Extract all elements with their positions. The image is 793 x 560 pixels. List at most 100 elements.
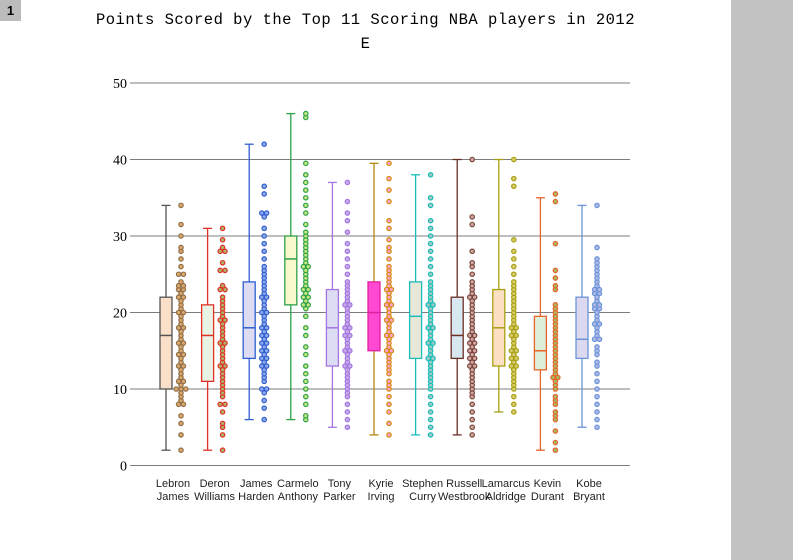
data-point: [344, 416, 351, 423]
data-point: [386, 420, 392, 427]
data-point: [471, 347, 478, 354]
data-point: [219, 344, 226, 350]
data-point: [388, 302, 395, 308]
points-swarm: [591, 202, 603, 431]
data-point: [261, 344, 268, 350]
data-point: [386, 393, 392, 400]
data-point: [261, 397, 268, 404]
data-point: [302, 202, 309, 209]
iqr-box: [450, 296, 464, 360]
points-swarm: [550, 191, 561, 454]
data-point: [513, 363, 520, 369]
y-tick-label: 20: [113, 307, 127, 322]
data-point: [386, 305, 392, 312]
data-point: [344, 271, 351, 278]
data-point: [388, 332, 395, 339]
data-point: [552, 282, 559, 289]
data-point: [427, 328, 434, 335]
data-point: [554, 374, 561, 381]
data-point: [261, 390, 268, 396]
data-point: [469, 279, 476, 285]
data-point: [594, 359, 600, 366]
data-point: [302, 363, 309, 369]
data-point: [596, 302, 603, 308]
data-point: [344, 351, 351, 358]
data-point: [430, 340, 436, 346]
data-point: [261, 313, 268, 320]
data-point: [596, 321, 603, 327]
data-point: [594, 424, 600, 431]
data-point: [180, 324, 187, 331]
data-point: [552, 393, 559, 400]
page-number-badge[interactable]: 1: [0, 0, 21, 21]
data-point: [469, 401, 476, 408]
data-point: [222, 401, 228, 408]
data-point: [469, 248, 476, 255]
data-point: [510, 359, 517, 366]
data-point: [469, 351, 476, 358]
data-point: [386, 237, 392, 243]
data-point: [261, 405, 268, 411]
data-point: [552, 240, 559, 247]
data-point: [427, 172, 434, 178]
data-point: [261, 233, 268, 239]
data-point: [219, 225, 226, 232]
points-swarm: [217, 225, 228, 454]
data-point: [344, 336, 351, 343]
data-point: [219, 244, 226, 251]
grid-and-axis: 0 10 20 30 40 50: [113, 77, 630, 475]
data-point: [510, 256, 517, 262]
data-point: [178, 367, 184, 373]
data-point: [217, 267, 224, 274]
data-point: [219, 409, 226, 415]
y-tick-label: 40: [113, 154, 127, 169]
data-point: [386, 336, 392, 343]
x-tick-label-line1: Kobe: [576, 478, 602, 490]
x-tick-label-line2: Anthony: [278, 491, 319, 503]
points-swarm: [173, 202, 189, 454]
data-point: [217, 401, 224, 408]
data-point: [594, 256, 600, 262]
data-point: [219, 420, 226, 427]
points-swarm: [258, 141, 270, 423]
data-point: [261, 263, 268, 270]
data-point: [305, 263, 312, 270]
data-point: [594, 294, 600, 301]
x-tick-label-line1: Lamarcus: [482, 478, 531, 490]
data-point: [261, 191, 268, 197]
iqr-box: [284, 235, 298, 306]
data-point: [552, 439, 559, 446]
data-point: [552, 275, 559, 281]
data-point: [594, 416, 600, 423]
data-point: [386, 187, 392, 193]
x-tick-label-line2: Parker: [323, 491, 356, 503]
iqr-box: [159, 296, 173, 390]
data-point: [513, 347, 520, 354]
data-point: [261, 328, 268, 335]
data-point: [427, 263, 434, 270]
data-point: [386, 256, 392, 262]
data-point: [427, 202, 434, 209]
data-point: [222, 340, 228, 346]
data-point: [427, 305, 434, 312]
data-point: [180, 378, 187, 385]
data-point: [344, 210, 351, 216]
y-tick-label: 0: [120, 460, 127, 475]
chart-subtitle: E: [360, 35, 371, 53]
data-point: [180, 271, 187, 278]
iqr-box: [200, 304, 215, 383]
data-point: [344, 179, 351, 186]
x-tick-label-line1: Lebron: [156, 478, 190, 490]
x-tick-label-line2: Curry: [409, 491, 436, 503]
data-point: [261, 225, 268, 232]
data-point: [510, 248, 517, 255]
points-swarm: [300, 110, 312, 423]
data-point: [173, 386, 180, 392]
x-tick-label-line1: Russell: [446, 478, 482, 490]
